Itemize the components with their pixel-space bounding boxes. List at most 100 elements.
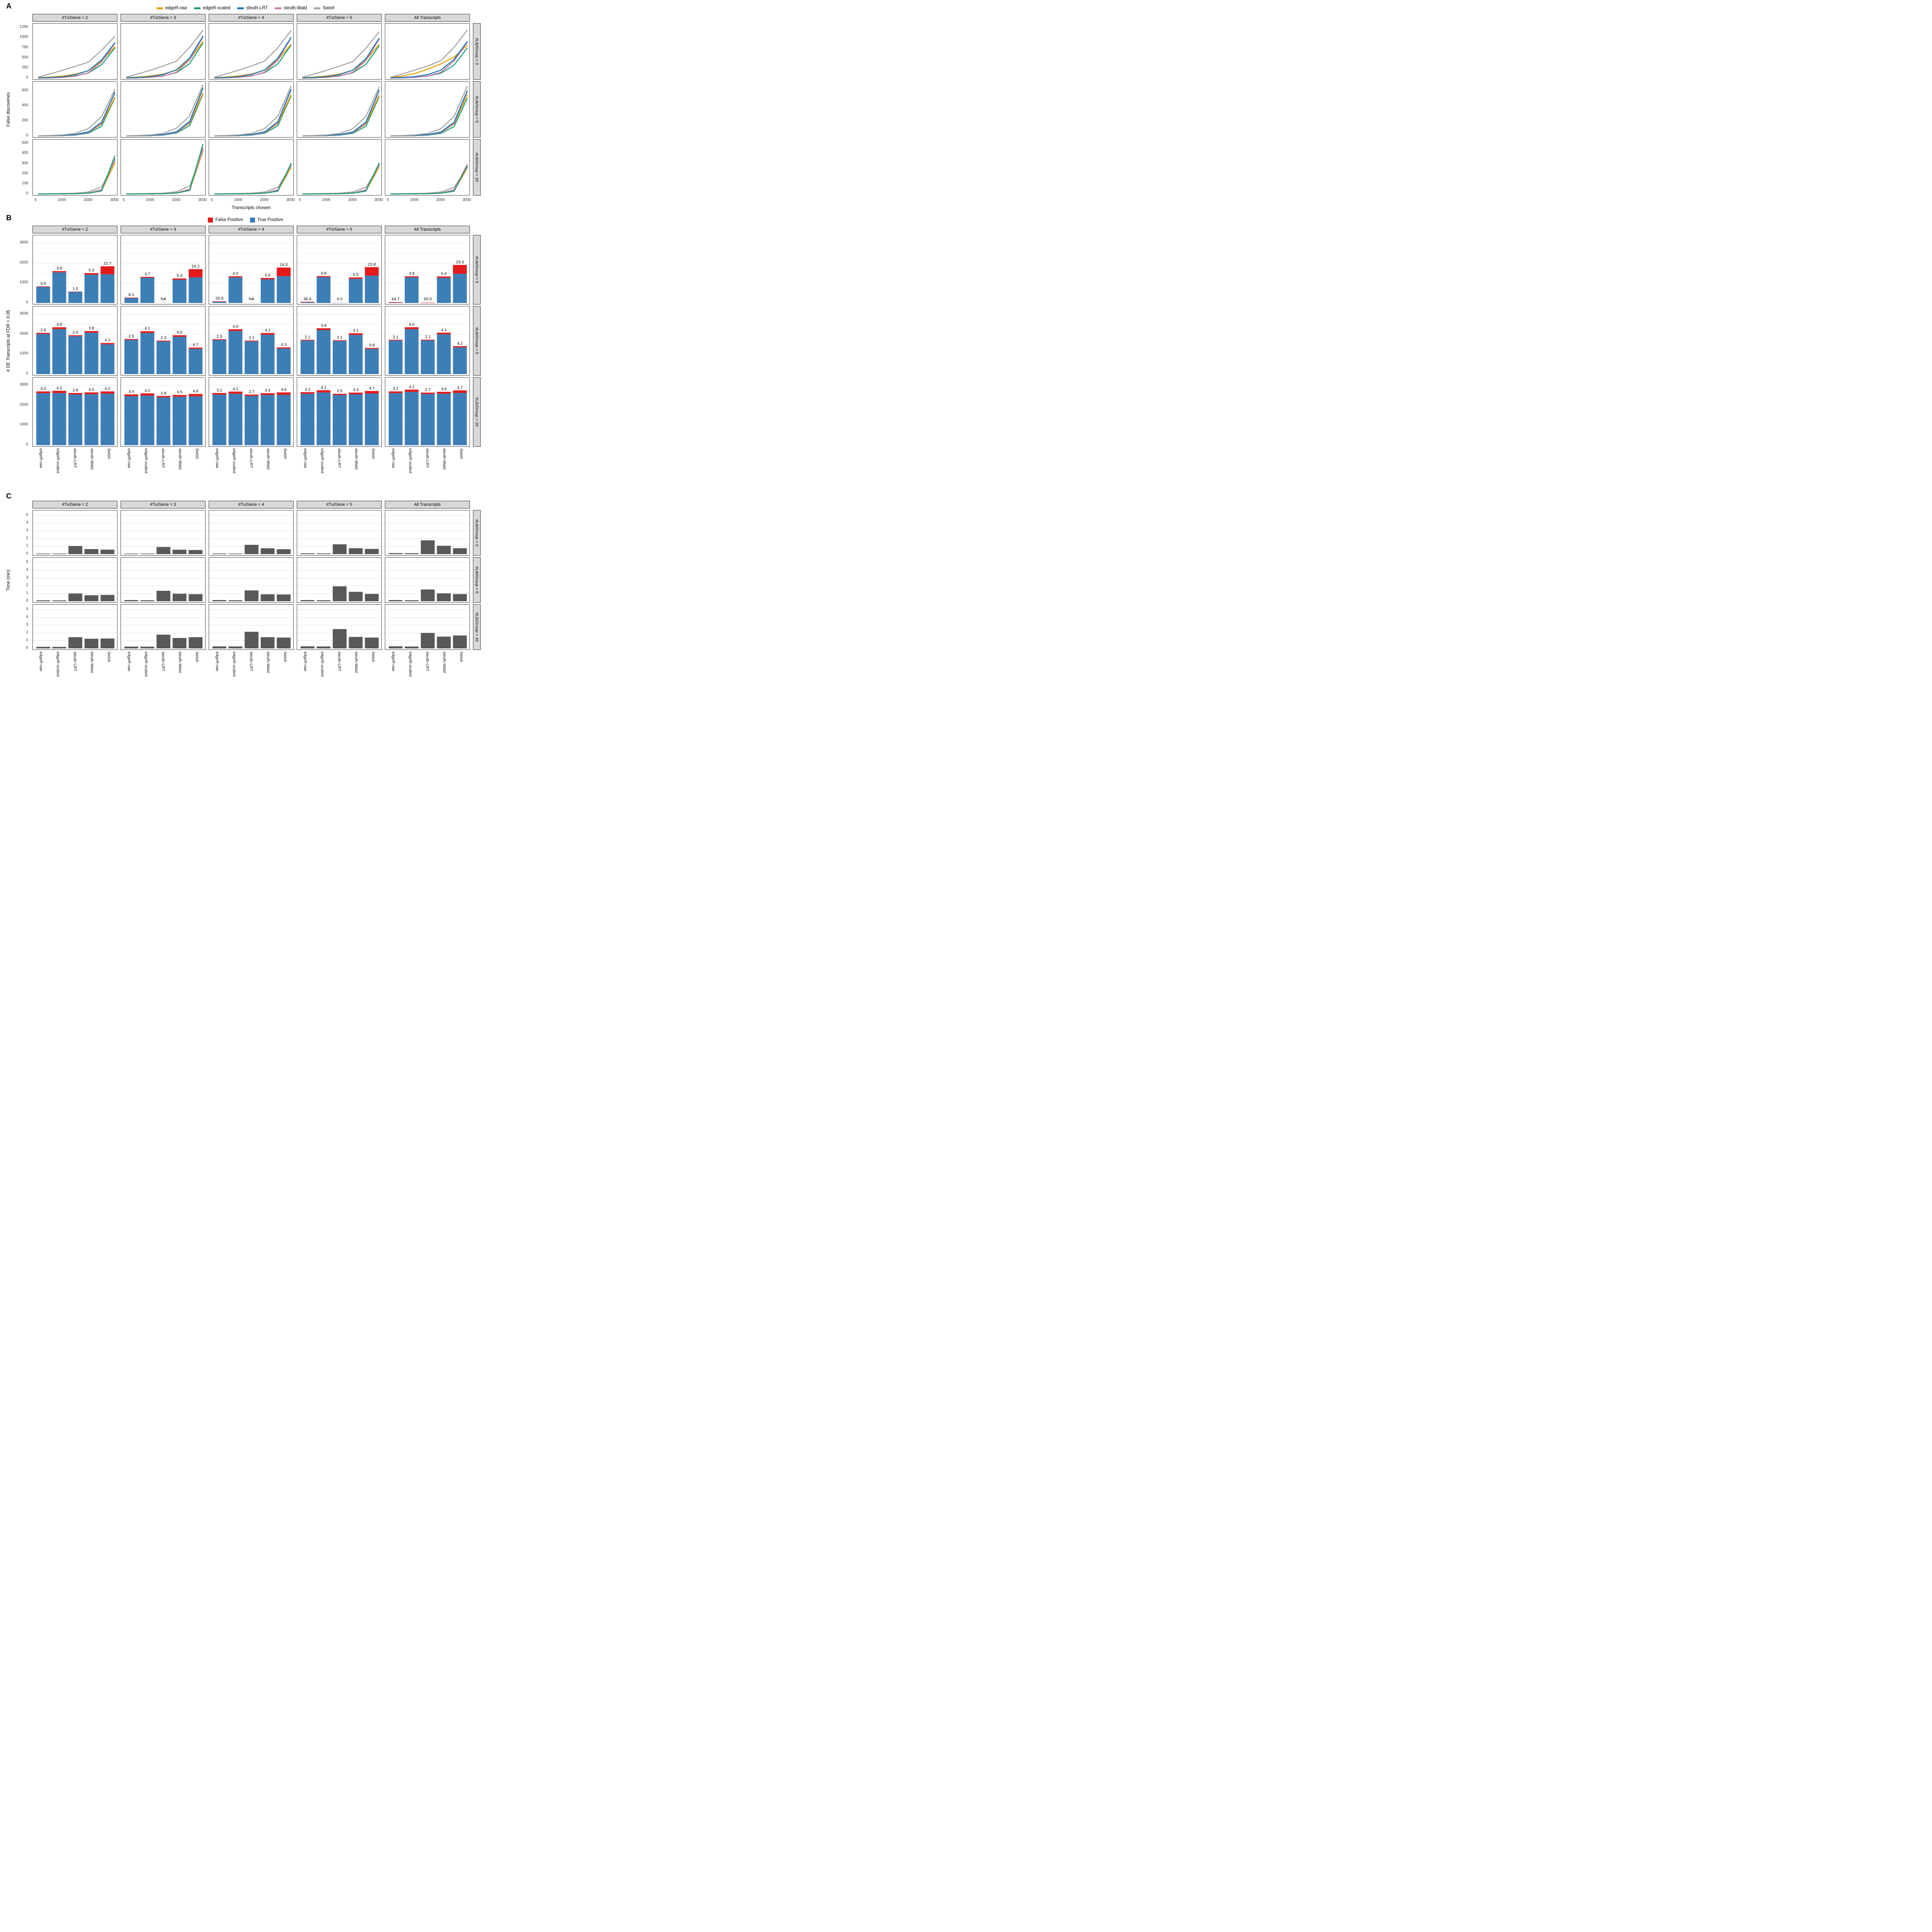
time-bar (333, 544, 347, 554)
bar-facet (121, 557, 206, 603)
false-positive-bar (36, 333, 50, 334)
false-positive-bar (365, 391, 379, 394)
y-tick-label: 2000 (19, 260, 28, 265)
x-tick-label: 0 (299, 198, 301, 202)
fp-percent-label: 2.7 (425, 388, 431, 392)
true-positive-bar (52, 393, 66, 445)
y-axis-ticks: 0 1000 2000 3000 (12, 235, 29, 304)
x-category-label: edgeR-raw (391, 651, 396, 672)
facet-row-strip-label: #Lib/Group = 3 (474, 519, 479, 546)
x-tick-label: 1000 (145, 198, 155, 202)
x-axis-row: 0 1000 2000 3000 0 1000 2000 3000 0 1000 2000 3000 0… (12, 197, 486, 203)
x-category-label: Swish (107, 651, 111, 663)
fp-percent-label: 3.3 (353, 388, 359, 392)
time-bar (68, 546, 82, 554)
stacked-bar-facet: 2.5 4.1 2.3 4.0 4.7 (121, 306, 206, 376)
y-tick-label: 1 (26, 544, 28, 548)
fp-percent-label: 2.5 (337, 389, 343, 393)
panel-b-label: B (6, 214, 12, 222)
true-positive-bar (212, 340, 226, 374)
false-positive-bar (68, 335, 82, 336)
false-positive-bar (349, 333, 363, 335)
time-bar (277, 549, 291, 554)
stacked-bar-chart: 2.1 4.0 2.1 4.1 4.2 (385, 314, 469, 374)
x-tick-label: 1000 (57, 198, 66, 202)
y-axis-ticks: 0 200 400 600 (12, 81, 29, 138)
false-positive-bar (228, 391, 243, 394)
false-positive-bar (365, 267, 379, 276)
true-positive-bar (349, 279, 363, 303)
x-category-label: sleuth-LRT (249, 651, 253, 672)
false-positive-bar (245, 340, 259, 342)
true-positive-bar (453, 393, 467, 445)
time-bar (189, 594, 203, 601)
category-facet: edgeR-raw edgeR-scaled sleuth-LRT sleuth-Wa… (209, 651, 294, 695)
x-category-label: edgeR-scaled (408, 448, 413, 473)
time-bar (365, 638, 379, 648)
legend-item-label: edgeR-scaled (203, 6, 231, 10)
time-bar (156, 547, 170, 554)
category-facet: edgeR-raw edgeR-scaled sleuth-LRT sleuth-Wa… (121, 651, 206, 695)
true-positive-bar (300, 302, 315, 303)
fp-percent-label: 4.1 (353, 328, 359, 333)
legend-item: Swish (314, 6, 335, 10)
line-series-Swish (390, 167, 468, 195)
true-positive-bar (189, 277, 203, 303)
fp-percent-label: 21.7 (104, 261, 112, 266)
time-bar (172, 549, 187, 554)
x-category-label: edgeR-raw (391, 448, 396, 468)
x-category-label: edgeR-raw (303, 651, 308, 672)
false-positive-bar (437, 391, 451, 394)
x-category-label: Swish (371, 448, 376, 459)
legend-box-swatch (208, 217, 213, 223)
line-series-edgeR-scaled (390, 165, 468, 195)
line-series-sleuth-Wald (214, 164, 292, 195)
bar-chart (121, 562, 205, 602)
fp-percent-label: 4.1 (233, 386, 238, 391)
true-positive-bar (100, 274, 115, 303)
line-chart (390, 86, 468, 137)
y-tick-label: 5 (26, 607, 28, 611)
stacked-bar-chart: 3.2 4.1 2.7 3.6 4.7 (385, 384, 469, 446)
false-positive-bar (316, 276, 331, 277)
x-tick-label: 2000 (260, 198, 269, 202)
fp-percent-label: 4.6 (281, 387, 287, 392)
category-facet: edgeR-raw edgeR-scaled sleuth-LRT sleuth-Wa… (209, 448, 294, 488)
stacked-bar-chart: 3.2 4.1 2.5 3.3 4.7 (297, 385, 381, 446)
false-positive-bar (453, 265, 467, 274)
line-series-edgeR-raw (390, 94, 468, 136)
line-series-edgeR-raw (302, 44, 380, 78)
line-chart (126, 144, 204, 195)
true-positive-bar (156, 397, 170, 445)
y-tick-label: 3 (26, 575, 28, 580)
line-facet (32, 81, 117, 138)
panel-a-legend: edgeR-raw edgeR-scaled sleuth-LRT sleuth-Wa… (5, 2, 486, 14)
legend-line-swatch (275, 7, 282, 9)
line-series-edgeR-scaled (126, 144, 204, 195)
time-bar (388, 600, 403, 601)
time-bar (349, 548, 363, 554)
x-category-label: sleuth-Wald (90, 448, 94, 470)
y-tick-label: 0 (26, 551, 28, 556)
fp-percent-label: 64.7 (392, 297, 400, 301)
false-positive-bar (36, 286, 50, 287)
x-tick-label: 3000 (462, 198, 471, 202)
x-tick-label: 0 (387, 198, 389, 202)
line-series-sleuth-Wald (390, 164, 468, 195)
true-positive-bar (124, 298, 138, 303)
bar-facet (209, 604, 294, 650)
facet-row-strip-label: #Lib/Group = 10 (474, 153, 479, 182)
time-bar (36, 647, 50, 648)
panel-b-grid: #Tx/Gene = 2 #Tx/Gene = 3 #Tx/Gene = 4 #Tx/… (5, 226, 486, 488)
x-tick-label: 2000 (83, 198, 93, 202)
time-bar (140, 646, 155, 648)
time-bar (52, 600, 66, 601)
time-bar (277, 594, 291, 601)
line-facet (297, 23, 382, 80)
panel-a: A edgeR-raw edgeR-scaled sleuth-LRT sleuth-… (5, 2, 486, 210)
fp-percent-label: 1.0 (73, 287, 78, 291)
fp-percent-label: NA (161, 297, 167, 301)
time-bar (245, 632, 259, 648)
fp-percent-label: 3.4 (265, 388, 270, 393)
y-tick-label: 4 (26, 615, 28, 619)
